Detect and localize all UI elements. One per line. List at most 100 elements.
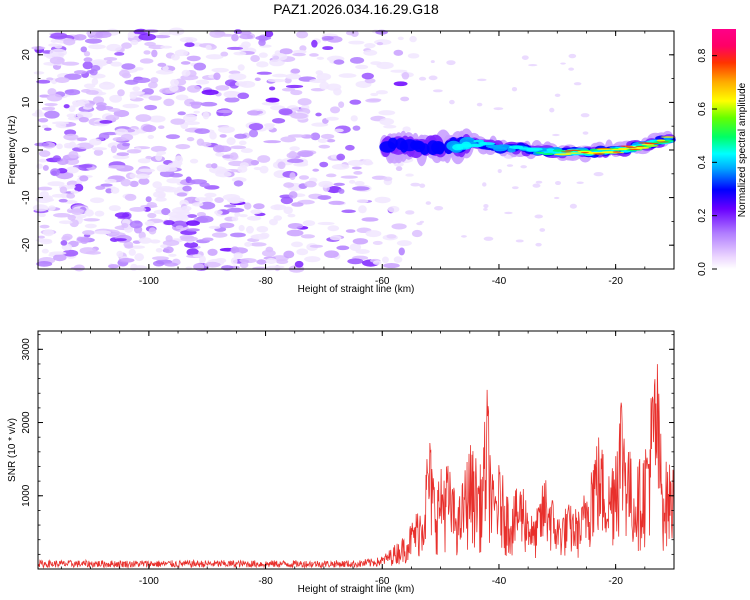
noise-blob xyxy=(102,81,111,85)
noise-blob xyxy=(129,207,147,212)
noise-blob xyxy=(151,256,169,261)
noise-blob xyxy=(52,155,62,162)
noise-blob xyxy=(162,187,180,193)
noise-blob xyxy=(256,61,269,68)
noise-blob xyxy=(311,39,318,48)
noise-blob xyxy=(215,171,232,178)
noise-blob xyxy=(511,186,519,190)
noise-blob xyxy=(258,39,266,46)
noise-blob xyxy=(428,75,438,81)
spectrogram-y-axis: 20 10 0 -10 -20 xyxy=(21,30,674,270)
spectrogram-blobs xyxy=(31,27,604,273)
noise-blob xyxy=(219,134,227,138)
noise-blob xyxy=(70,208,84,215)
noise-blob xyxy=(287,213,296,218)
noise-blob xyxy=(324,250,339,258)
noise-blob xyxy=(539,228,546,232)
noise-blob xyxy=(331,163,350,170)
noise-blob xyxy=(176,211,191,215)
track-blob xyxy=(592,153,605,155)
noise-blob xyxy=(398,247,405,256)
noise-blob xyxy=(155,153,163,161)
noise-blob xyxy=(152,260,165,267)
noise-blob xyxy=(336,245,350,251)
x-tick-label: -20 xyxy=(608,276,623,287)
noise-blob xyxy=(352,125,361,131)
noise-blob xyxy=(256,225,269,233)
noise-blob xyxy=(51,121,70,125)
noise-blob xyxy=(176,192,188,197)
noise-blob xyxy=(204,261,221,268)
noise-blob xyxy=(272,73,288,78)
noise-blob xyxy=(132,91,141,97)
noise-blob xyxy=(345,229,356,233)
noise-blob xyxy=(283,206,293,215)
noise-blob xyxy=(309,53,319,57)
noise-blob xyxy=(117,89,125,97)
noise-blob xyxy=(296,248,309,256)
track-blob xyxy=(660,136,676,138)
noise-blob xyxy=(582,131,589,135)
track-blob xyxy=(435,141,445,155)
noise-blob xyxy=(291,202,304,207)
noise-blob xyxy=(381,256,389,264)
x-tick-label: -100 xyxy=(139,576,159,587)
snr-series-line xyxy=(37,364,675,570)
noise-blob xyxy=(44,110,60,119)
noise-blob xyxy=(372,260,382,265)
noise-blob xyxy=(329,235,342,241)
noise-blob xyxy=(375,90,388,95)
noise-blob xyxy=(298,151,312,157)
track-blob xyxy=(552,149,565,152)
noise-blob xyxy=(164,262,179,267)
noise-blob xyxy=(135,114,152,122)
noise-blob xyxy=(361,217,379,222)
noise-blob xyxy=(370,92,379,97)
noise-blob xyxy=(37,186,53,191)
noise-blob xyxy=(319,161,329,168)
track-blob xyxy=(542,153,554,156)
noise-blob xyxy=(245,225,254,234)
noise-blob xyxy=(106,43,122,52)
noise-blob xyxy=(60,240,68,246)
noise-blob xyxy=(74,183,84,192)
track-blob xyxy=(564,149,582,151)
noise-blob xyxy=(535,242,542,247)
noise-blob xyxy=(212,144,225,153)
noise-blob xyxy=(265,258,277,264)
noise-blob xyxy=(338,101,345,108)
noise-blob xyxy=(148,115,166,123)
noise-blob xyxy=(315,112,322,117)
noise-blob xyxy=(73,264,85,272)
noise-blob xyxy=(239,261,249,269)
colorbar-tick-label: 0.8 xyxy=(697,48,708,62)
noise-blob xyxy=(155,69,174,75)
noise-blob xyxy=(292,49,307,54)
noise-blob xyxy=(238,224,245,232)
track-blob xyxy=(618,147,630,150)
noise-blob xyxy=(264,124,275,131)
noise-blob xyxy=(391,223,407,230)
noise-blob xyxy=(393,81,408,87)
noise-blob xyxy=(476,102,483,107)
noise-blob xyxy=(528,64,538,67)
noise-blob xyxy=(199,255,206,264)
noise-blob xyxy=(278,108,293,116)
noise-blob xyxy=(348,179,356,184)
noise-blob xyxy=(189,101,203,105)
spectrogram-x-label: Height of straight line (km) xyxy=(298,284,415,295)
noise-blob xyxy=(348,40,365,45)
noise-blob xyxy=(156,150,167,156)
noise-blob xyxy=(378,110,396,116)
figure-title: PAZ1.2026.034.16.29.G18 xyxy=(273,1,439,17)
noise-blob xyxy=(326,83,342,91)
noise-blob xyxy=(254,77,261,81)
spectrogram-x-axis: -100 -80 -60 -40 -20 xyxy=(60,31,675,287)
noise-blob xyxy=(110,145,117,154)
noise-blob xyxy=(230,257,238,265)
y-tick-label: 3000 xyxy=(21,338,32,361)
noise-blob xyxy=(405,173,414,177)
noise-blob xyxy=(560,62,566,65)
noise-blob xyxy=(352,238,369,245)
noise-blob xyxy=(34,142,50,147)
